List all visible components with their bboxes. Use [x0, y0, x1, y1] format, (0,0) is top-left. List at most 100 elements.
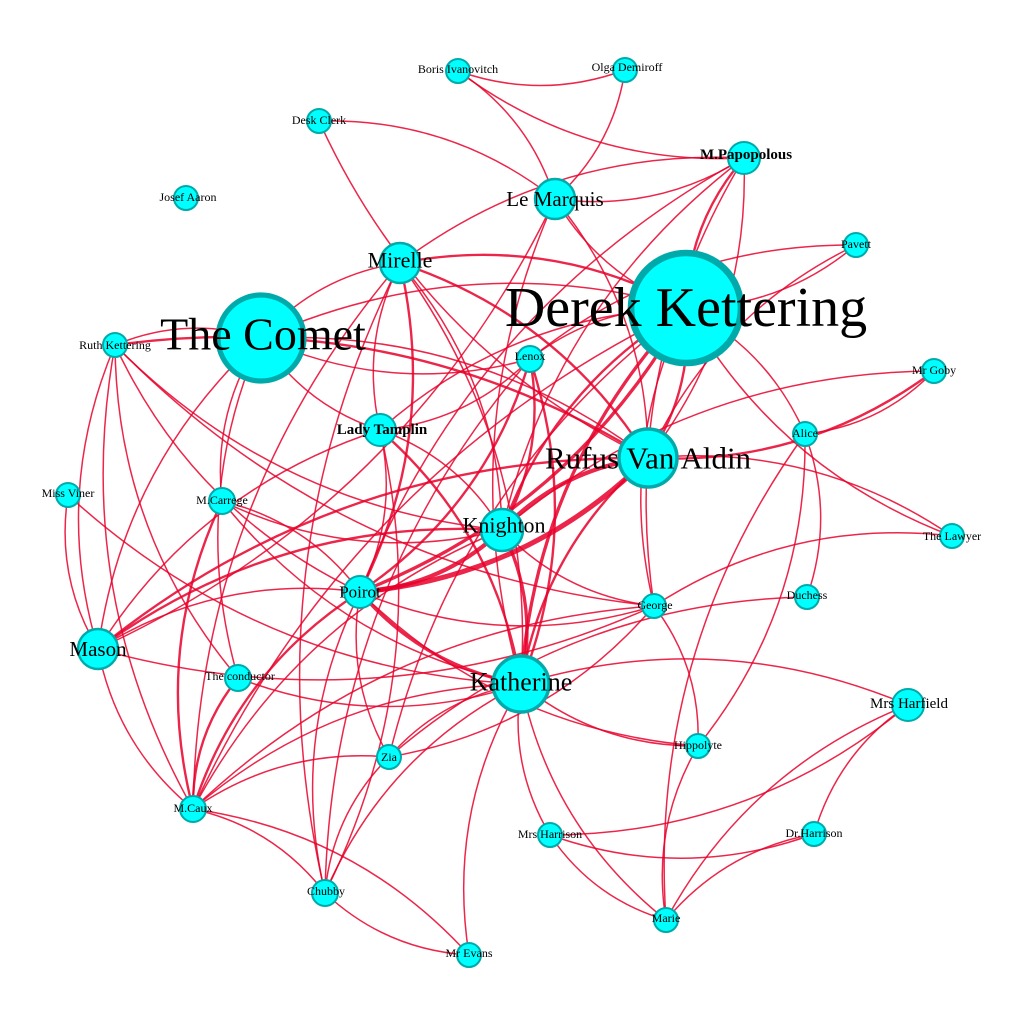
- node-label-rufus: Rufus Van Aldin: [545, 441, 752, 476]
- node-missviner[interactable]: [55, 482, 81, 508]
- node-label-marie: Marie: [652, 911, 681, 925]
- node-comet[interactable]: [215, 292, 307, 384]
- node-derek[interactable]: [627, 249, 745, 367]
- node-evans[interactable]: [456, 942, 482, 968]
- edge-george-caux: [192, 605, 655, 810]
- edge-mrsharrison-marie: [549, 834, 667, 921]
- edge-poirot-mirelle: [358, 262, 415, 593]
- node-olga[interactable]: [612, 57, 638, 83]
- node-mrsharrison[interactable]: [537, 822, 563, 848]
- edge-papopolous-george: [645, 157, 745, 607]
- node-poirot[interactable]: [343, 575, 377, 609]
- node-label-missviner: Miss Viner: [42, 486, 95, 500]
- node-tamplin[interactable]: [363, 413, 397, 447]
- node-ruth[interactable]: [102, 332, 128, 358]
- node-marie[interactable]: [653, 907, 679, 933]
- edge-poirot-chubby: [311, 591, 361, 894]
- node-lenox[interactable]: [516, 345, 544, 373]
- edge-alice-marie: [663, 433, 806, 921]
- node-harfield[interactable]: [891, 688, 925, 722]
- node-label-conductor: The conductor: [205, 669, 275, 683]
- node-label-goby: Mr Goby: [912, 363, 956, 377]
- node-hippolyte[interactable]: [685, 733, 711, 759]
- edge-derek-comet: [260, 282, 687, 339]
- edge-layer: [64, 69, 953, 956]
- edge-zia-caux: [192, 755, 390, 810]
- node-goby[interactable]: [921, 358, 947, 384]
- node-carrege[interactable]: [208, 487, 236, 515]
- node-duchess[interactable]: [794, 584, 820, 610]
- node-label-tamplin: Lady Tamplin: [337, 422, 428, 438]
- node-label-pavett: Pavett: [841, 237, 872, 251]
- edge-tamplin-lenox: [379, 358, 531, 431]
- node-rufus[interactable]: [617, 427, 679, 489]
- edge-hippolyte-george: [653, 605, 699, 747]
- node-label-chubby: Chubby: [307, 884, 345, 898]
- edge-carrege-knighton: [221, 500, 503, 544]
- edge-lemarquis-katherine: [491, 198, 556, 685]
- edge-derek-zia: [388, 307, 687, 758]
- node-label-poirot: Poirot: [339, 583, 381, 602]
- edge-ruth-george: [114, 344, 655, 607]
- edge-poirot-derek: [359, 307, 688, 594]
- node-conductor[interactable]: [224, 664, 252, 692]
- edge-conductor-caux: [191, 677, 239, 810]
- node-pavett[interactable]: [843, 232, 869, 258]
- node-label-papopolous: M.Papopolous: [700, 147, 792, 163]
- edge-ruth-caux: [102, 344, 194, 810]
- node-mirelle[interactable]: [378, 241, 422, 285]
- node-deskclerk[interactable]: [306, 108, 332, 134]
- edge-mrsharrison-drharrison: [549, 833, 815, 859]
- edge-chubby-evans: [324, 892, 470, 956]
- edge-lawyer-george: [653, 532, 953, 607]
- node-label-hippolyte: Hippolyte: [674, 738, 722, 752]
- node-label-harfield: Mrs Harfield: [870, 696, 948, 712]
- edge-lawyer-rufus: [647, 455, 953, 537]
- edge-mrsharrison-harfield: [549, 704, 909, 836]
- edge-evans-caux: [192, 808, 470, 956]
- node-label-josef: Josef Aaron: [160, 190, 217, 204]
- edge-conductor-katherine: [237, 677, 522, 708]
- node-george[interactable]: [641, 593, 667, 619]
- edge-katherine-lenox: [519, 358, 557, 685]
- node-mason[interactable]: [76, 627, 120, 671]
- node-josef[interactable]: [173, 185, 199, 211]
- node-knighton[interactable]: [479, 507, 525, 553]
- label-layer: Derek Kettering The Comet Rufus Van Aldin K…: [42, 60, 982, 960]
- edge-rufus-lemarquis: [554, 198, 649, 459]
- edge-poirot-lenox: [359, 358, 532, 593]
- node-label-derek: Derek Kettering: [505, 277, 867, 339]
- edge-boris-olga: [457, 69, 626, 87]
- node-label-lenox: Lenox: [515, 349, 546, 363]
- edge-papopolous-knighton: [501, 157, 745, 531]
- node-katherine[interactable]: [491, 654, 551, 714]
- node-lawyer[interactable]: [939, 523, 965, 549]
- node-papopolous[interactable]: [727, 141, 761, 175]
- node-label-drharrison: Dr.Harrison: [786, 826, 843, 840]
- node-lemarquis[interactable]: [533, 177, 577, 221]
- edge-chubby-caux: [192, 808, 326, 894]
- node-label-duchess: Duchess: [787, 588, 828, 602]
- node-drharrison[interactable]: [801, 821, 827, 847]
- node-label-mason: Mason: [69, 637, 127, 661]
- edge-rufus-mirelle: [399, 261, 650, 459]
- edge-ruth-knighton: [114, 344, 503, 531]
- edge-drharrison-marie: [665, 833, 815, 921]
- node-chubby[interactable]: [311, 879, 339, 907]
- edge-alice-goby: [804, 370, 935, 435]
- node-caux[interactable]: [179, 795, 207, 823]
- node-zia[interactable]: [376, 744, 402, 770]
- node-alice[interactable]: [792, 421, 818, 447]
- node-label-katherine: Katherine: [470, 668, 573, 697]
- edge-boris-papopolous: [457, 70, 745, 160]
- edge-knighton-caux: [192, 529, 503, 810]
- edge-deskclerk-rufus: [318, 120, 649, 459]
- edge-rufus-katherine: [519, 457, 649, 685]
- node-label-carrege: M.Carrege: [196, 493, 248, 507]
- edge-rufus-mason: [97, 456, 649, 650]
- edge-goby-knighton: [501, 370, 935, 531]
- edge-knighton-mason: [97, 527, 503, 650]
- node-label-george: George: [637, 598, 672, 612]
- node-boris[interactable]: [445, 58, 471, 84]
